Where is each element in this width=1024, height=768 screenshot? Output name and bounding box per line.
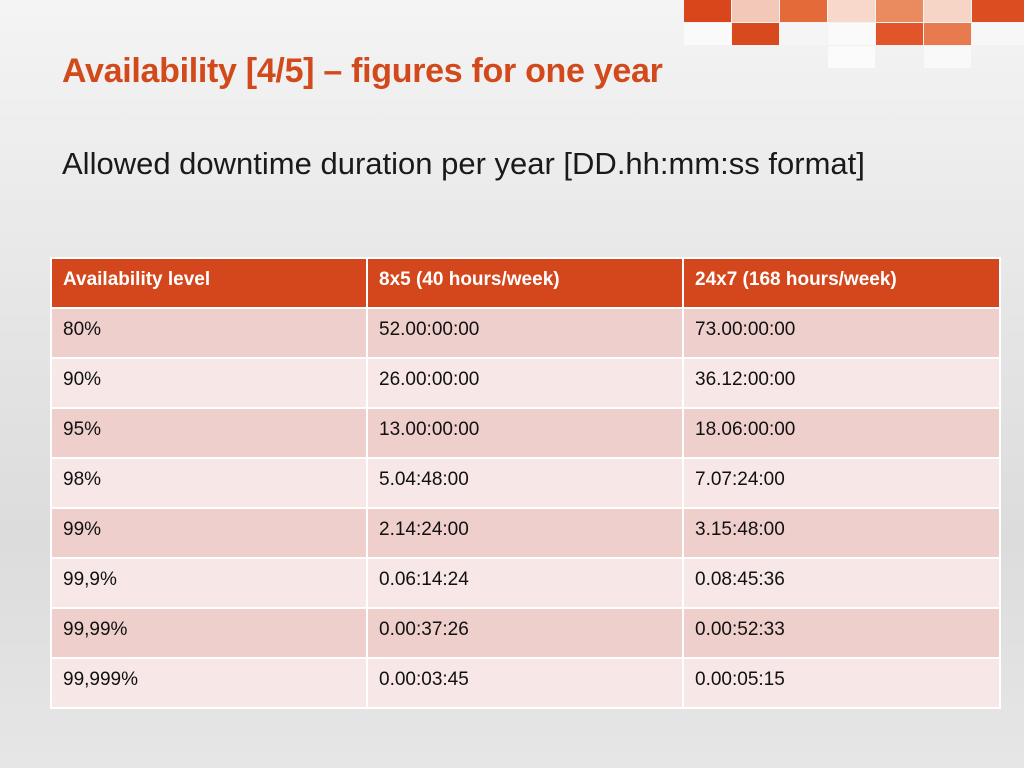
cell-8x5: 5.04:48:00: [366, 457, 684, 509]
cell-24x7: 73.00:00:00: [682, 307, 1001, 359]
cell-8x5: 0.06:14:24: [366, 557, 684, 609]
cell-8x5: 52.00:00:00: [366, 307, 684, 359]
decorative-tile-pattern: [684, 0, 1024, 72]
table-row: 99,9% 0.06:14:24 0.08:45:36: [50, 557, 1001, 609]
table-row: 99% 2.14:24:00 3.15:48:00: [50, 507, 1001, 559]
cell-24x7: 0.00:05:15: [682, 657, 1001, 709]
decor-tile: [684, 23, 731, 45]
decor-tile: [924, 0, 971, 22]
cell-availability-level: 98%: [50, 457, 368, 509]
decor-tile: [876, 0, 923, 22]
header-24x7: 24x7 (168 hours/week): [682, 257, 1001, 309]
decor-tile: [924, 23, 971, 45]
cell-24x7: 36.12:00:00: [682, 357, 1001, 409]
cell-availability-level: 99,9%: [50, 557, 368, 609]
table-row: 99,99% 0.00:37:26 0.00:52:33: [50, 607, 1001, 659]
cell-availability-level: 99,99%: [50, 607, 368, 659]
decor-tile: [876, 23, 923, 45]
decor-tile: [780, 0, 827, 22]
cell-8x5: 0.00:37:26: [366, 607, 684, 659]
slide-title: Availability [4/5] – figures for one yea…: [62, 52, 663, 90]
table-row: 98% 5.04:48:00 7.07:24:00: [50, 457, 1001, 509]
decor-tile: [924, 46, 971, 68]
decor-tile: [780, 23, 827, 45]
table-row: 80% 52.00:00:00 73.00:00:00: [50, 307, 1001, 359]
header-availability-level: Availability level: [50, 257, 368, 309]
cell-24x7: 0.00:52:33: [682, 607, 1001, 659]
cell-24x7: 7.07:24:00: [682, 457, 1001, 509]
decor-tile: [684, 0, 731, 22]
downtime-table-container: Availability level 8x5 (40 hours/week) 2…: [50, 257, 1001, 709]
downtime-table: Availability level 8x5 (40 hours/week) 2…: [50, 257, 1001, 709]
table-row: 90% 26.00:00:00 36.12:00:00: [50, 357, 1001, 409]
cell-8x5: 13.00:00:00: [366, 407, 684, 459]
cell-8x5: 2.14:24:00: [366, 507, 684, 559]
cell-availability-level: 90%: [50, 357, 368, 409]
cell-8x5: 26.00:00:00: [366, 357, 684, 409]
decor-tile: [828, 23, 875, 45]
cell-availability-level: 99%: [50, 507, 368, 559]
cell-24x7: 18.06:00:00: [682, 407, 1001, 459]
cell-24x7: 0.08:45:36: [682, 557, 1001, 609]
table-header-row: Availability level 8x5 (40 hours/week) 2…: [50, 257, 1001, 309]
decor-tile: [828, 46, 875, 68]
decor-tile: [972, 23, 1024, 45]
decor-tile: [732, 23, 779, 45]
table-row: 95% 13.00:00:00 18.06:00:00: [50, 407, 1001, 459]
decor-tile: [732, 0, 779, 22]
slide-subtitle: Allowed downtime duration per year [DD.h…: [62, 146, 865, 181]
cell-8x5: 0.00:03:45: [366, 657, 684, 709]
cell-availability-level: 99,999%: [50, 657, 368, 709]
header-8x5: 8x5 (40 hours/week): [366, 257, 684, 309]
table-row: 99,999% 0.00:03:45 0.00:05:15: [50, 657, 1001, 709]
cell-availability-level: 95%: [50, 407, 368, 459]
cell-availability-level: 80%: [50, 307, 368, 359]
cell-24x7: 3.15:48:00: [682, 507, 1001, 559]
decor-tile: [828, 0, 875, 22]
decor-tile: [972, 0, 1024, 22]
